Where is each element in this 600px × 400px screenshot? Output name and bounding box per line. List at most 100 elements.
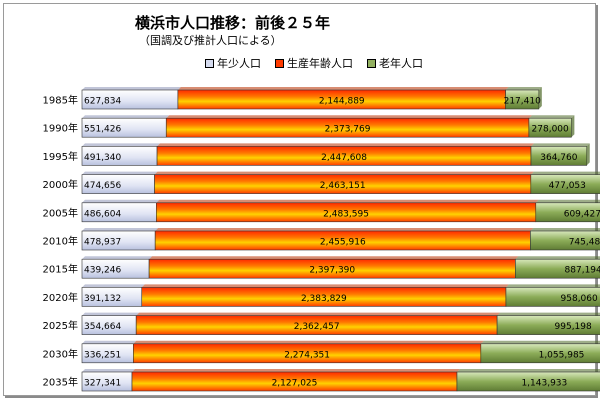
bar-top-face	[82, 115, 170, 119]
chart-title: 横浜市人口推移：前後２５年	[135, 14, 331, 32]
bar-segment-elderly	[505, 287, 600, 307]
category-label: 1995年	[43, 150, 78, 163]
legend-label-elderly: 老年人口	[379, 57, 423, 70]
data-label-youth: 551,426	[84, 125, 121, 135]
data-label-elderly: 609,427	[564, 209, 600, 219]
data-label-elderly: 1,143,933	[521, 379, 567, 389]
bar-top-face	[480, 340, 600, 344]
data-label-working-age: 2,483,595	[323, 209, 369, 219]
data-label-elderly: 217,410	[504, 97, 541, 107]
category-label: 1990年	[43, 122, 78, 135]
bar-top-face	[133, 340, 484, 344]
data-label-working-age: 2,127,025	[272, 379, 318, 389]
category-label: 2035年	[43, 376, 78, 389]
legend-swatch-youth	[205, 58, 214, 68]
category-label: 2030年	[43, 347, 78, 360]
bar-top-face	[456, 369, 600, 372]
data-label-elderly: 364,760	[540, 153, 577, 163]
bar-top-face	[166, 115, 532, 119]
data-label-working-age: 2,274,351	[284, 350, 330, 360]
legend-swatch-working-age	[275, 58, 284, 68]
bar-top-face	[531, 143, 590, 147]
data-label-working-age: 2,447,608	[321, 153, 367, 163]
data-label-working-age: 2,373,769	[325, 125, 371, 135]
legend-label-working-age: 生産年齢人口	[287, 57, 353, 70]
bar-segment-elderly	[530, 174, 600, 194]
bar-side-face	[571, 115, 575, 138]
data-label-youth: 491,340	[84, 153, 121, 163]
legend-item-working-age: 生産年齢人口	[275, 55, 353, 71]
legend-label-youth: 年少人口	[217, 57, 261, 70]
bar-top-face	[82, 199, 160, 203]
data-label-elderly: 887,194	[565, 266, 600, 276]
data-label-working-age: 2,463,151	[320, 181, 366, 191]
bar-segment-elderly	[480, 343, 600, 364]
category-label: 2005年	[43, 206, 78, 219]
data-label-youth: 439,246	[84, 266, 121, 276]
data-label-elderly: 1,055,985	[539, 350, 585, 360]
bar-top-face	[154, 171, 534, 175]
data-label-youth: 391,132	[84, 294, 121, 304]
data-label-youth: 327,341	[84, 379, 121, 389]
data-label-youth: 486,604	[84, 209, 121, 219]
bar-top-face	[82, 312, 140, 316]
bar-top-face	[505, 87, 542, 90]
bar-top-face	[82, 171, 158, 175]
data-label-youth: 478,937	[84, 238, 121, 248]
bar-top-face	[156, 199, 539, 203]
bar-top-face	[82, 340, 137, 344]
bar-top-face	[82, 284, 145, 288]
data-label-working-age: 2,455,916	[320, 238, 366, 248]
bar-side-face	[586, 143, 590, 166]
bar-top-face	[82, 87, 181, 90]
category-label: 2025年	[43, 319, 78, 332]
data-label-youth: 474,656	[84, 181, 121, 191]
data-label-working-age: 2,397,390	[309, 266, 355, 276]
data-label-working-age: 2,144,889	[319, 97, 365, 107]
bar-top-face	[497, 312, 600, 316]
data-label-elderly: 477,053	[549, 181, 586, 191]
data-label-working-age: 2,362,457	[294, 322, 340, 332]
category-label: 1985年	[43, 94, 78, 107]
bar-top-face	[132, 369, 460, 372]
data-label-working-age: 2,383,829	[301, 294, 347, 304]
data-label-youth: 627,834	[84, 97, 121, 107]
bar-top-face	[141, 284, 509, 288]
data-label-elderly: 745,487	[569, 238, 600, 248]
bar-top-face	[528, 115, 575, 119]
bar-top-face	[136, 312, 501, 316]
bar-top-face	[530, 228, 600, 231]
chart-subtitle: （国調及び推計人口による）	[139, 34, 282, 47]
legend-item-elderly: 老年人口	[367, 55, 423, 71]
category-label: 2015年	[43, 263, 78, 276]
bar-top-face	[82, 369, 136, 372]
bar-top-face	[530, 171, 600, 175]
data-label-elderly: 278,000	[532, 125, 569, 135]
bar-top-face	[515, 256, 600, 260]
bar-segment-elderly	[535, 202, 600, 223]
legend-item-youth: 年少人口	[205, 55, 261, 71]
chart-legend: 年少人口 生産年齢人口 老年人口	[205, 55, 423, 71]
bar-top-face	[149, 256, 519, 260]
bar-top-face	[157, 143, 535, 147]
bar-top-face	[82, 143, 161, 147]
bar-segment-elderly	[456, 371, 600, 392]
data-label-elderly: 995,198	[555, 322, 592, 332]
bar-top-face	[82, 228, 159, 231]
category-label: 2010年	[43, 235, 78, 248]
legend-swatch-elderly	[367, 58, 376, 68]
data-label-youth: 354,664	[84, 322, 121, 332]
category-label: 2000年	[43, 178, 78, 191]
bar-top-face	[177, 87, 509, 90]
bar-side-face	[538, 87, 542, 109]
data-label-elderly: 958,060	[561, 294, 598, 304]
bar-segment-elderly	[496, 315, 600, 335]
data-label-youth: 336,251	[84, 350, 121, 360]
bar-top-face	[82, 256, 153, 260]
bar-segment-elderly	[515, 258, 600, 279]
category-label: 2020年	[43, 291, 78, 304]
bar-top-face	[535, 199, 600, 203]
bar-segment-elderly	[530, 230, 600, 251]
bar-top-face	[155, 228, 534, 231]
